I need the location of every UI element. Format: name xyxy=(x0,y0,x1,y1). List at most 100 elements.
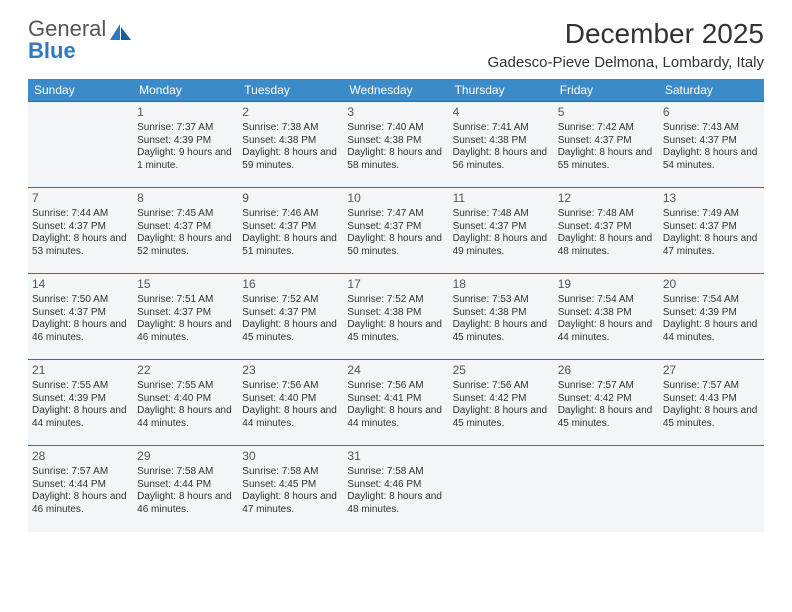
day-info: Sunrise: 7:50 AMSunset: 4:37 PMDaylight:… xyxy=(32,294,129,344)
day-info: Sunrise: 7:58 AMSunset: 4:44 PMDaylight:… xyxy=(137,466,234,516)
calendar-day-cell: 25 Sunrise: 7:56 AMSunset: 4:42 PMDayligh… xyxy=(449,360,554,446)
day-info: Sunrise: 7:57 AMSunset: 4:44 PMDaylight:… xyxy=(32,466,129,516)
day-number: 10 xyxy=(347,191,444,206)
calendar-day-cell: 7 Sunrise: 7:44 AMSunset: 4:37 PMDaylight… xyxy=(28,188,133,274)
calendar-day-cell: 27 Sunrise: 7:57 AMSunset: 4:43 PMDayligh… xyxy=(659,360,764,446)
day-number: 30 xyxy=(242,449,339,464)
day-number: 25 xyxy=(453,363,550,378)
day-info: Sunrise: 7:45 AMSunset: 4:37 PMDaylight:… xyxy=(137,208,234,258)
calendar-table: SundayMondayTuesdayWednesdayThursdayFrid… xyxy=(28,79,764,532)
day-info: Sunrise: 7:56 AMSunset: 4:42 PMDaylight:… xyxy=(453,380,550,430)
day-info: Sunrise: 7:58 AMSunset: 4:45 PMDaylight:… xyxy=(242,466,339,516)
calendar-day-cell: 15Sunrise: 7:51 AMSunset: 4:37 PMDayligh… xyxy=(133,274,238,360)
day-number: 22 xyxy=(137,363,234,378)
calendar-day-cell: 24 Sunrise: 7:56 AMSunset: 4:41 PMDayligh… xyxy=(343,360,448,446)
calendar-week-row: 7 Sunrise: 7:44 AMSunset: 4:37 PMDaylight… xyxy=(28,188,764,274)
day-number: 18 xyxy=(453,277,550,292)
day-number: 3 xyxy=(347,105,444,120)
logo-text-blue: Blue xyxy=(28,40,76,62)
day-number: 16 xyxy=(242,277,339,292)
calendar-day-cell: 28 Sunrise: 7:57 AMSunset: 4:44 PMDayligh… xyxy=(28,446,133,532)
day-info: Sunrise: 7:56 AMSunset: 4:41 PMDaylight:… xyxy=(347,380,444,430)
day-info: Sunrise: 7:48 AMSunset: 4:37 PMDaylight:… xyxy=(558,208,655,258)
day-info: Sunrise: 7:57 AMSunset: 4:42 PMDaylight:… xyxy=(558,380,655,430)
calendar-day-cell: 6Sunrise: 7:43 AMSunset: 4:37 PMDaylight… xyxy=(659,102,764,188)
calendar-day-cell: 20 Sunrise: 7:54 AMSunset: 4:39 PMDayligh… xyxy=(659,274,764,360)
calendar-day-cell: 2Sunrise: 7:38 AMSunset: 4:38 PMDaylight… xyxy=(238,102,343,188)
day-number: 17 xyxy=(347,277,444,292)
day-info: Sunrise: 7:44 AMSunset: 4:37 PMDaylight:… xyxy=(32,208,129,258)
day-info: Sunrise: 7:53 AMSunset: 4:38 PMDaylight:… xyxy=(453,294,550,344)
day-number: 4 xyxy=(453,105,550,120)
logo: General Blue xyxy=(28,18,132,62)
weekday-header-row: SundayMondayTuesdayWednesdayThursdayFrid… xyxy=(28,79,764,102)
calendar-body: 1 Sunrise: 7:37 AMSunset: 4:39 PMDaylight… xyxy=(28,102,764,532)
calendar-day-cell: 23 Sunrise: 7:56 AMSunset: 4:40 PMDayligh… xyxy=(238,360,343,446)
day-number: 26 xyxy=(558,363,655,378)
calendar-day-cell: 13Sunrise: 7:49 AMSunset: 4:37 PMDayligh… xyxy=(659,188,764,274)
weekday-header: Thursday xyxy=(449,79,554,102)
day-number: 29 xyxy=(137,449,234,464)
day-number: 11 xyxy=(453,191,550,206)
day-info: Sunrise: 7:40 AMSunset: 4:38 PMDaylight:… xyxy=(347,122,444,172)
day-info: Sunrise: 7:46 AMSunset: 4:37 PMDaylight:… xyxy=(242,208,339,258)
day-number: 24 xyxy=(347,363,444,378)
day-info: Sunrise: 7:37 AMSunset: 4:39 PMDaylight:… xyxy=(137,122,234,172)
calendar-empty-cell xyxy=(554,446,659,532)
calendar-day-cell: 12Sunrise: 7:48 AMSunset: 4:37 PMDayligh… xyxy=(554,188,659,274)
day-number: 9 xyxy=(242,191,339,206)
day-info: Sunrise: 7:54 AMSunset: 4:39 PMDaylight:… xyxy=(663,294,760,344)
location-text: Gadesco-Pieve Delmona, Lombardy, Italy xyxy=(487,54,764,71)
calendar-day-cell: 1 Sunrise: 7:37 AMSunset: 4:39 PMDaylight… xyxy=(133,102,238,188)
day-info: Sunrise: 7:52 AMSunset: 4:37 PMDaylight:… xyxy=(242,294,339,344)
calendar-day-cell: 17 Sunrise: 7:52 AMSunset: 4:38 PMDayligh… xyxy=(343,274,448,360)
day-number: 27 xyxy=(663,363,760,378)
day-number: 28 xyxy=(32,449,129,464)
calendar-day-cell: 29 Sunrise: 7:58 AMSunset: 4:44 PMDayligh… xyxy=(133,446,238,532)
page-title: December 2025 xyxy=(487,18,764,50)
calendar-week-row: 28 Sunrise: 7:57 AMSunset: 4:44 PMDayligh… xyxy=(28,446,764,532)
day-info: Sunrise: 7:55 AMSunset: 4:39 PMDaylight:… xyxy=(32,380,129,430)
calendar-day-cell: 9 Sunrise: 7:46 AMSunset: 4:37 PMDaylight… xyxy=(238,188,343,274)
day-info: Sunrise: 7:41 AMSunset: 4:38 PMDaylight:… xyxy=(453,122,550,172)
day-number: 31 xyxy=(347,449,444,464)
logo-sail-icon xyxy=(110,24,132,40)
calendar-day-cell: 3 Sunrise: 7:40 AMSunset: 4:38 PMDaylight… xyxy=(343,102,448,188)
day-info: Sunrise: 7:52 AMSunset: 4:38 PMDaylight:… xyxy=(347,294,444,344)
day-number: 19 xyxy=(558,277,655,292)
day-number: 23 xyxy=(242,363,339,378)
day-info: Sunrise: 7:48 AMSunset: 4:37 PMDaylight:… xyxy=(453,208,550,258)
day-info: Sunrise: 7:42 AMSunset: 4:37 PMDaylight:… xyxy=(558,122,655,172)
calendar-empty-cell xyxy=(28,102,133,188)
calendar-day-cell: 30 Sunrise: 7:58 AMSunset: 4:45 PMDayligh… xyxy=(238,446,343,532)
calendar-day-cell: 31 Sunrise: 7:58 AMSunset: 4:46 PMDayligh… xyxy=(343,446,448,532)
day-number: 21 xyxy=(32,363,129,378)
day-info: Sunrise: 7:58 AMSunset: 4:46 PMDaylight:… xyxy=(347,466,444,516)
day-info: Sunrise: 7:54 AMSunset: 4:38 PMDaylight:… xyxy=(558,294,655,344)
calendar-empty-cell xyxy=(659,446,764,532)
calendar-day-cell: 16 Sunrise: 7:52 AMSunset: 4:37 PMDayligh… xyxy=(238,274,343,360)
calendar-week-row: 14Sunrise: 7:50 AMSunset: 4:37 PMDayligh… xyxy=(28,274,764,360)
weekday-header: Wednesday xyxy=(343,79,448,102)
day-info: Sunrise: 7:47 AMSunset: 4:37 PMDaylight:… xyxy=(347,208,444,258)
day-info: Sunrise: 7:57 AMSunset: 4:43 PMDaylight:… xyxy=(663,380,760,430)
day-number: 7 xyxy=(32,191,129,206)
calendar-day-cell: 26 Sunrise: 7:57 AMSunset: 4:42 PMDayligh… xyxy=(554,360,659,446)
day-number: 1 xyxy=(137,105,234,120)
day-number: 5 xyxy=(558,105,655,120)
day-info: Sunrise: 7:43 AMSunset: 4:37 PMDaylight:… xyxy=(663,122,760,172)
calendar-day-cell: 4 Sunrise: 7:41 AMSunset: 4:38 PMDaylight… xyxy=(449,102,554,188)
calendar-day-cell: 8Sunrise: 7:45 AMSunset: 4:37 PMDaylight… xyxy=(133,188,238,274)
weekday-header: Saturday xyxy=(659,79,764,102)
day-info: Sunrise: 7:56 AMSunset: 4:40 PMDaylight:… xyxy=(242,380,339,430)
calendar-day-cell: 14Sunrise: 7:50 AMSunset: 4:37 PMDayligh… xyxy=(28,274,133,360)
calendar-day-cell: 22Sunrise: 7:55 AMSunset: 4:40 PMDayligh… xyxy=(133,360,238,446)
title-block: December 2025 Gadesco-Pieve Delmona, Lom… xyxy=(487,18,764,71)
calendar-day-cell: 18 Sunrise: 7:53 AMSunset: 4:38 PMDayligh… xyxy=(449,274,554,360)
calendar-day-cell: 10 Sunrise: 7:47 AMSunset: 4:37 PMDayligh… xyxy=(343,188,448,274)
weekday-header: Friday xyxy=(554,79,659,102)
day-info: Sunrise: 7:51 AMSunset: 4:37 PMDaylight:… xyxy=(137,294,234,344)
day-number: 20 xyxy=(663,277,760,292)
day-number: 13 xyxy=(663,191,760,206)
calendar-day-cell: 21 Sunrise: 7:55 AMSunset: 4:39 PMDayligh… xyxy=(28,360,133,446)
